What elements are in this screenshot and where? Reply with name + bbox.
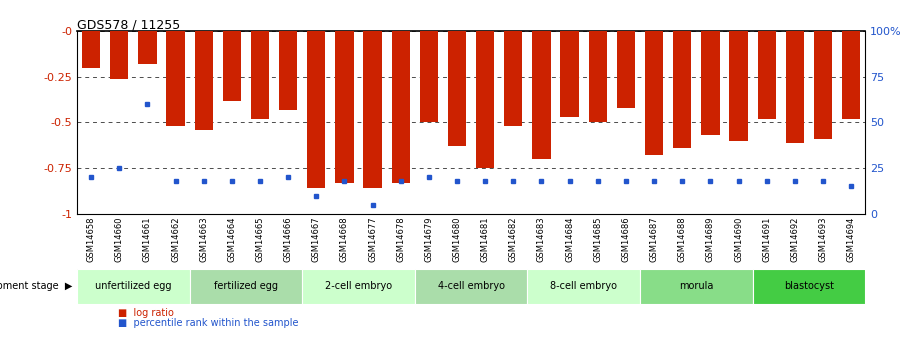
Bar (533, 31, 551, 159)
Bar (335, 31, 353, 183)
Bar (673, 31, 691, 148)
Bar (786, 31, 804, 142)
Bar (645, 31, 663, 155)
Bar (307, 31, 325, 188)
Bar (701, 31, 719, 135)
Text: unfertilized egg: unfertilized egg (95, 282, 171, 291)
Bar (363, 31, 381, 188)
Bar (111, 31, 129, 79)
Bar (814, 31, 832, 139)
Bar (189, 269, 303, 304)
Text: 4-cell embryo: 4-cell embryo (438, 282, 505, 291)
Bar (842, 31, 861, 119)
Bar (753, 269, 865, 304)
Bar (757, 31, 776, 119)
Bar (167, 31, 185, 126)
Bar (589, 31, 607, 122)
Bar (77, 269, 189, 304)
Bar (251, 31, 269, 119)
Text: morula: morula (680, 282, 714, 291)
Bar (415, 269, 527, 304)
Bar (391, 31, 410, 183)
Text: 8-cell embryo: 8-cell embryo (550, 282, 617, 291)
Bar (640, 269, 753, 304)
Text: fertilized egg: fertilized egg (214, 282, 278, 291)
Bar (303, 269, 415, 304)
Bar (139, 31, 157, 64)
Bar (82, 31, 101, 68)
Bar (448, 31, 467, 146)
Bar (527, 269, 640, 304)
Text: blastocyst: blastocyst (784, 282, 834, 291)
Text: ■  percentile rank within the sample: ■ percentile rank within the sample (118, 318, 298, 328)
Bar (617, 31, 635, 108)
Text: development stage  ▶: development stage ▶ (0, 282, 72, 291)
Bar (279, 31, 297, 110)
Bar (419, 31, 438, 122)
Bar (476, 31, 495, 168)
Bar (561, 31, 579, 117)
Text: ■  log ratio: ■ log ratio (118, 308, 174, 318)
Text: GDS578 / 11255: GDS578 / 11255 (77, 18, 180, 31)
Text: 2-cell embryo: 2-cell embryo (325, 282, 392, 291)
Bar (223, 31, 241, 100)
Bar (729, 31, 747, 141)
Bar (195, 31, 213, 130)
Bar (505, 31, 523, 126)
